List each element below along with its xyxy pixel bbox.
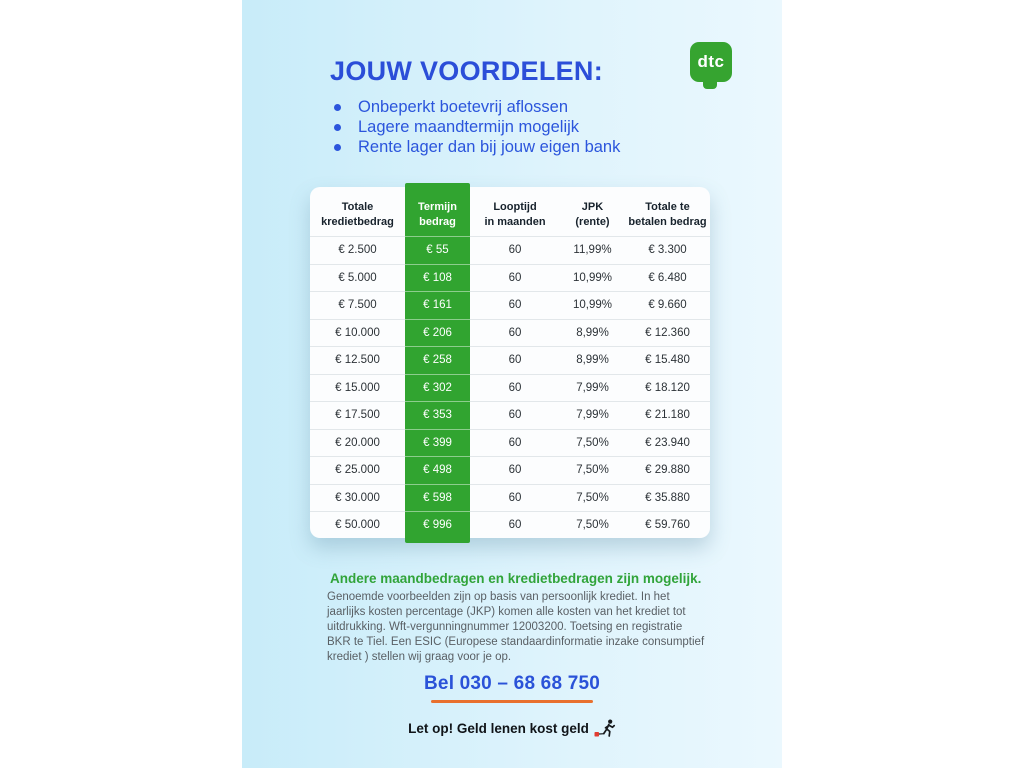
- table-cell: 60: [470, 511, 560, 539]
- table-cell: 7,50%: [560, 456, 625, 484]
- table-cell: € 25.000: [310, 456, 405, 484]
- table-cell: 60: [470, 318, 560, 347]
- table-cell: € 12.360: [625, 318, 710, 347]
- phone-underline: [431, 700, 593, 703]
- table-cell: € 15.000: [310, 373, 405, 402]
- table-cell: 60: [470, 236, 560, 264]
- phone-number: Bel 030 – 68 68 750: [424, 673, 600, 694]
- table-cell: 10,99%: [560, 291, 625, 319]
- column-header-total-payable: Totale te betalen bedrag: [628, 200, 707, 228]
- table-cell: 7,50%: [560, 483, 625, 512]
- page-title: JOUW VOORDELEN:: [330, 56, 604, 86]
- benefit-label: Lagere maandtermijn mogelijk: [358, 117, 580, 136]
- column-header-apr: JPK (rente): [575, 200, 610, 228]
- table-cell: € 20.000: [310, 428, 405, 457]
- table-cell: € 108: [405, 263, 470, 292]
- table-cell: 60: [470, 373, 560, 402]
- table-cell: 7,99%: [560, 373, 625, 402]
- loan-warning-text: Let op! Geld lenen kost geld: [408, 720, 589, 736]
- table-cell: € 498: [405, 456, 470, 484]
- table-cell: 7,50%: [560, 511, 625, 539]
- rates-table: Totale kredietbedrag Termijn bedrag Loop…: [310, 187, 710, 538]
- table-cell: € 7.500: [310, 291, 405, 319]
- rates-table-card: Totale kredietbedrag Termijn bedrag Loop…: [310, 183, 710, 543]
- table-cell: 60: [470, 456, 560, 484]
- table-cell: € 9.660: [625, 291, 710, 319]
- table-cell: € 258: [405, 346, 470, 374]
- note-body: Genoemde voorbeelden zijn op basis van p…: [327, 591, 705, 663]
- column-header-duration: Looptijd in maanden: [484, 200, 546, 228]
- highlight-column: [405, 183, 470, 543]
- bullet-icon: [334, 143, 341, 151]
- benefit-label: Onbeperkt boetevrij aflossen: [358, 97, 569, 116]
- dtc-logo-text: dtc: [697, 52, 725, 71]
- table-cell: € 2.500: [310, 236, 405, 264]
- table-cell: € 23.940: [625, 428, 710, 457]
- table-cell: € 996: [405, 511, 470, 539]
- table-cell: 60: [470, 346, 560, 374]
- table-cell: € 15.480: [625, 346, 710, 374]
- table-cell: 8,99%: [560, 318, 625, 347]
- table-cell: 10,99%: [560, 263, 625, 292]
- bullet-icon: [334, 123, 341, 131]
- table-cell: € 302: [405, 373, 470, 402]
- table-cell: € 50.000: [310, 511, 405, 539]
- benefits-list: Onbeperkt boetevrij aflossen Lagere maan…: [334, 97, 620, 157]
- table-cell: 60: [470, 291, 560, 319]
- table-cell: € 399: [405, 428, 470, 457]
- table-cell: € 29.880: [625, 456, 710, 484]
- table-cell: € 5.000: [310, 263, 405, 292]
- benefit-label: Rente lager dan bij jouw eigen bank: [358, 137, 621, 156]
- table-cell: 60: [470, 401, 560, 429]
- column-header-term-amount: Termijn bedrag: [418, 200, 457, 228]
- table-cell: 60: [470, 263, 560, 292]
- table-cell: € 10.000: [310, 318, 405, 347]
- dtc-logo: dtc: [690, 42, 732, 89]
- table-cell: € 59.760: [625, 511, 710, 539]
- table-cell: 7,50%: [560, 428, 625, 457]
- table-cell: € 598: [405, 483, 470, 512]
- benefit-item: Lagere maandtermijn mogelijk: [334, 117, 620, 137]
- table-cell: 60: [470, 428, 560, 457]
- table-cell: € 21.180: [625, 401, 710, 429]
- table-cell: € 30.000: [310, 483, 405, 512]
- table-cell: € 161: [405, 291, 470, 319]
- table-cell: € 18.120: [625, 373, 710, 402]
- table-cell: € 35.880: [625, 483, 710, 512]
- table-cell: 7,99%: [560, 401, 625, 429]
- note-heading: Andere maandbedragen en kredietbedragen …: [330, 571, 702, 586]
- column-header-credit-amount: Totale kredietbedrag: [321, 200, 394, 228]
- table-cell: 11,99%: [560, 236, 625, 264]
- table-cell: 8,99%: [560, 346, 625, 374]
- benefit-item: Onbeperkt boetevrij aflossen: [334, 97, 620, 117]
- table-cell: € 55: [405, 236, 470, 264]
- table-cell: € 353: [405, 401, 470, 429]
- table-cell: € 206: [405, 318, 470, 347]
- money-warning-icon: [594, 719, 615, 737]
- table-cell: € 17.500: [310, 401, 405, 429]
- table-cell: € 12.500: [310, 346, 405, 374]
- flyer-panel: JOUW VOORDELEN: Onbeperkt boetevrij aflo…: [242, 0, 782, 768]
- benefit-item: Rente lager dan bij jouw eigen bank: [334, 137, 620, 157]
- bullet-icon: [334, 103, 341, 111]
- loan-warning: Let op! Geld lenen kost geld: [242, 719, 782, 737]
- table-cell: € 6.480: [625, 263, 710, 292]
- table-cell: 60: [470, 483, 560, 512]
- table-cell: € 3.300: [625, 236, 710, 264]
